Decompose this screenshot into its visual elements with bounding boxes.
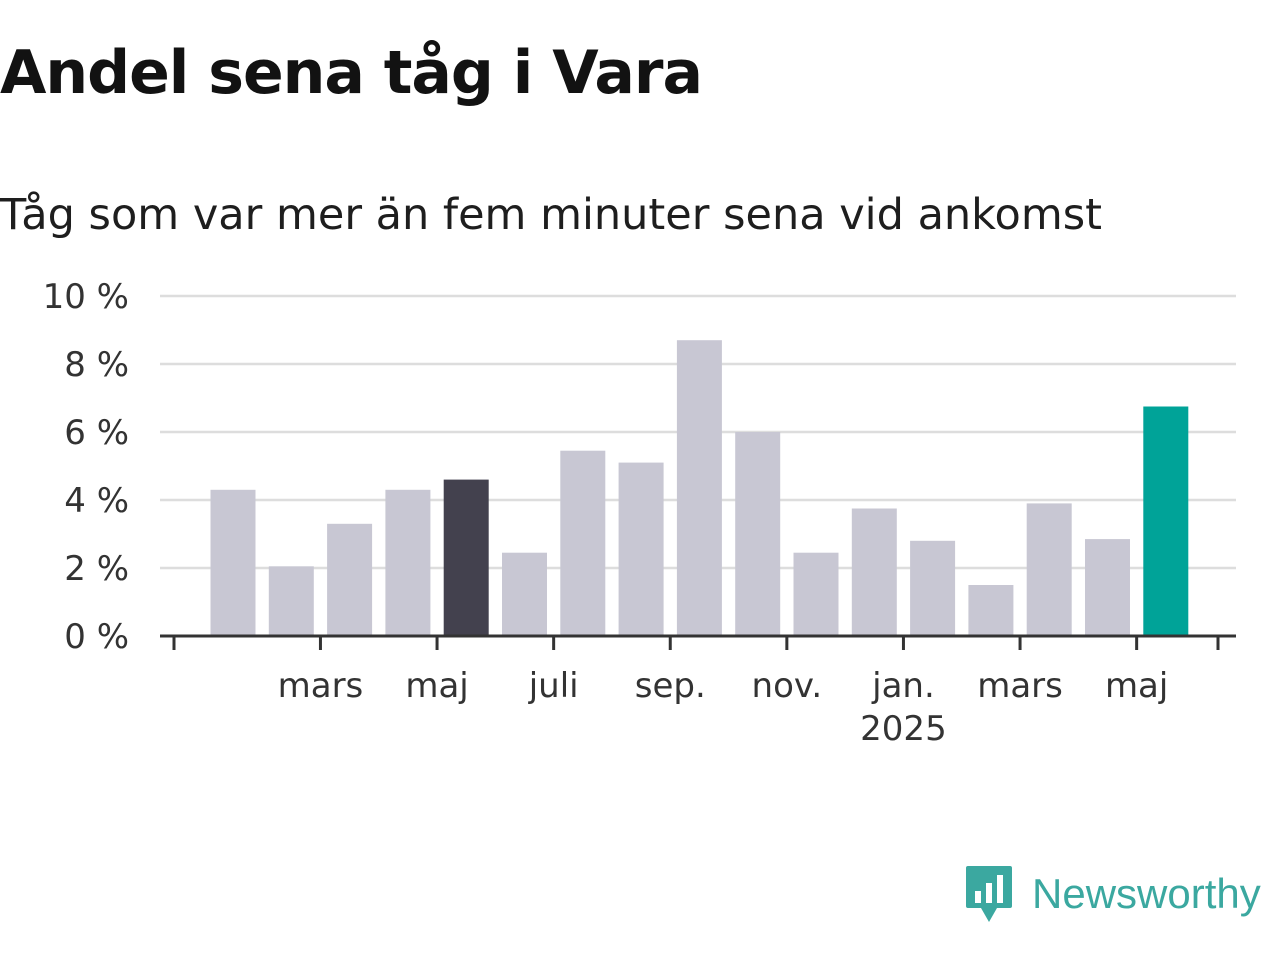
bar: [327, 523, 373, 636]
x-tick-label: mars: [278, 666, 364, 706]
bar: [443, 479, 489, 636]
bar: [851, 508, 897, 636]
bar-chart-speech-bubble-icon: [966, 866, 1012, 922]
x-tick-label: mars: [977, 666, 1063, 706]
bar: [1143, 406, 1189, 636]
bar-chart: 0 % 2 % 4 % 6 % 8 % 10 % mars maj juli sep. nov. j…: [43, 277, 1236, 749]
x-axis: [160, 634, 1236, 650]
bar: [560, 450, 606, 636]
chart-subtitle: Tåg som var mer än fem minuter sena vid …: [0, 190, 1103, 240]
x-tick-label: maj: [405, 666, 468, 706]
bar: [1026, 503, 1072, 636]
y-tick-label: 0 %: [64, 617, 129, 657]
bar: [793, 552, 839, 636]
bar: [618, 462, 664, 636]
bar: [1085, 539, 1130, 636]
bars: [210, 340, 1189, 636]
logo-text: Newsworthy: [1032, 870, 1261, 917]
y-tick-label: 4 %: [64, 481, 129, 521]
bar: [268, 566, 314, 636]
x-tick-label: jan.: [871, 666, 935, 706]
bar: [210, 489, 256, 636]
y-tick-label: 10 %: [43, 277, 129, 317]
x-axis-tick-labels: mars maj juli sep. nov. jan.2025 mars maj: [278, 666, 1169, 749]
x-tick-label: nov.: [752, 666, 823, 706]
y-tick-label: 2 %: [64, 549, 129, 589]
y-axis-tick-labels: 0 % 2 % 4 % 6 % 8 % 10 %: [43, 277, 129, 657]
bar: [968, 585, 1014, 636]
bar: [502, 552, 547, 636]
newsworthy-logo: Newsworthy: [964, 864, 1261, 924]
y-tick-label: 8 %: [64, 345, 129, 385]
x-tick-label: juli: [528, 666, 579, 706]
bar: [385, 489, 431, 636]
x-tick-label: maj: [1105, 666, 1168, 706]
bar: [910, 540, 956, 636]
x-tick-label: sep.: [635, 666, 706, 706]
x-tick-year-label: 2025: [860, 709, 947, 749]
y-tick-label: 6 %: [64, 413, 129, 453]
bar: [676, 340, 722, 636]
bar: [735, 432, 781, 636]
chart-title: Andel sena tåg i Vara: [0, 38, 703, 108]
